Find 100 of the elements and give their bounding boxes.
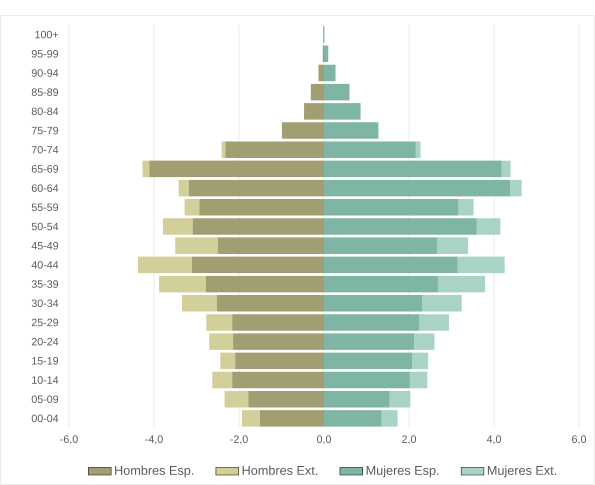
bar [222,141,226,158]
y-tick-label: 10-14 [32,376,58,384]
bar [324,256,458,274]
bar [437,237,468,254]
bar [212,372,232,388]
x-tick-label: 6,0 [572,435,586,444]
bar [324,410,382,427]
y-tick-label: 35-39 [32,280,58,288]
bar [324,276,438,292]
x-tick-label: 4,0 [486,435,502,444]
y-tick-label: 00-04 [32,414,58,422]
x-tick-label: -4,0 [145,435,163,444]
bar [324,352,412,370]
bar [248,390,324,408]
bar [282,122,324,139]
bar [324,295,422,312]
y-tick-label: 75-79 [32,126,58,134]
y-tick-label: 05-09 [32,395,58,403]
bar [235,352,324,370]
bar [324,122,378,139]
bar [410,372,428,388]
bar [260,410,324,427]
y-tick-label: 45-49 [32,242,58,250]
y-tick-label: 15-19 [32,357,58,365]
bar [324,372,410,388]
x-tick-label: -2,0 [230,435,248,444]
y-tick-label: 100+ [35,30,58,38]
bar [318,64,324,82]
legend-label: Hombres Ext. [242,466,318,475]
y-tick-label: 95-99 [32,50,58,58]
x-tick-label: -6,0 [60,435,78,444]
y-tick-label: 80-84 [32,108,58,116]
y-tick-label: 20-24 [32,338,58,346]
bar [324,84,350,100]
bar [242,410,260,427]
bar [412,352,428,370]
bar [324,180,510,196]
bar [457,256,505,274]
bar [218,237,324,254]
bar [324,160,502,178]
bar [324,390,390,408]
bar [175,237,218,254]
y-tick-label: 25-29 [32,318,58,326]
bar [220,352,236,370]
bar [206,314,232,331]
y-tick-label: 55-59 [32,204,58,212]
bar [192,218,324,235]
bar [414,333,435,350]
y-tick-label: 70-74 [32,146,58,154]
bar [149,160,324,178]
y-tick-label: 30-34 [32,299,58,308]
bar [209,333,234,350]
bar [192,256,324,274]
bar [233,333,324,350]
bar [224,390,248,408]
bar [324,314,420,331]
bar [324,237,438,254]
bar [422,295,462,312]
bar [476,218,500,235]
bar [324,141,416,158]
legend-label: Mujeres Esp. [366,466,438,478]
bar [438,276,486,292]
legend-label: Mujeres Ext. [488,466,556,478]
bar [142,160,150,178]
y-tick-label: 85-89 [32,88,58,96]
y-tick-label: 60-64 [32,184,58,192]
y-tick-label: 65-69 [32,165,58,173]
bar [182,295,217,312]
bar [502,160,511,178]
bar [381,410,398,427]
bar [419,314,449,331]
bar [510,180,522,196]
bar [188,180,324,196]
bar [159,276,206,292]
legend-label: Hombres Esp. [115,466,194,478]
bar [138,256,192,274]
y-tick-label: 90-94 [32,69,58,77]
bar [184,199,200,216]
bar [304,103,324,120]
bar [206,276,324,292]
bar [232,372,324,388]
bar [458,199,474,216]
bar [389,390,410,408]
bar [324,333,414,350]
bar [324,199,458,216]
y-tick-label: 40-44 [32,261,58,269]
bar [416,141,420,158]
bar [324,218,477,235]
y-tick-label: 50-54 [32,222,58,230]
bar [324,46,328,62]
bar [178,180,189,196]
x-tick-label: 0,0 [317,435,332,444]
x-tick-label: 2,0 [402,435,416,444]
bar [324,103,361,120]
bar [232,314,324,331]
bar [216,295,324,312]
bar [225,141,324,158]
bar [324,64,336,82]
bar [199,199,324,216]
bar [162,218,193,235]
